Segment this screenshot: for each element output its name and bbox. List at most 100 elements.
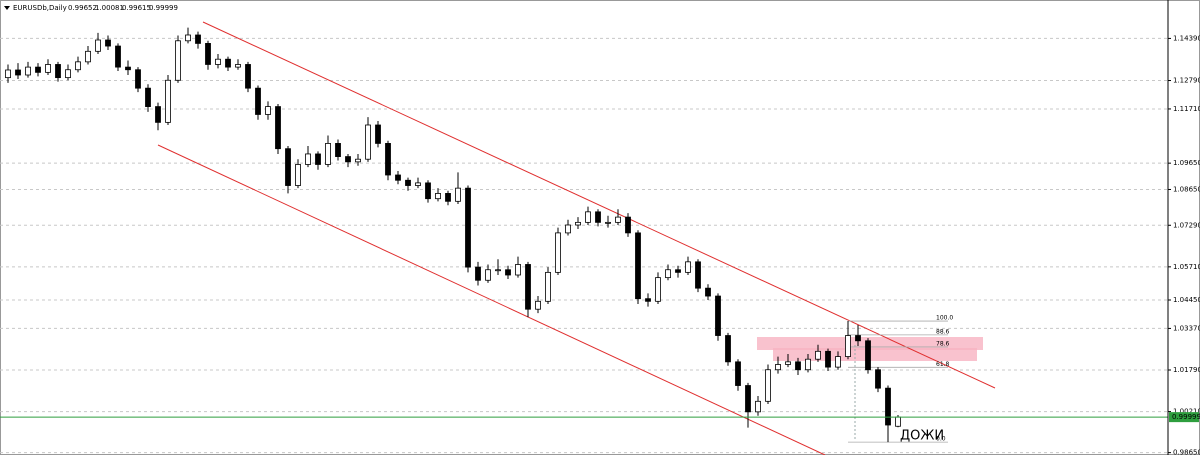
- menu-arrow[interactable]: [4, 6, 10, 10]
- grid: [0, 37, 1168, 454]
- channel-line: [202, 21, 996, 389]
- candle-body: [245, 64, 251, 89]
- candle-body: [465, 187, 471, 268]
- candle-body: [635, 232, 641, 300]
- candle-body: [505, 269, 511, 276]
- candle-body: [745, 385, 751, 413]
- candle-body: [865, 340, 871, 371]
- candle-body: [125, 66, 131, 71]
- candle-body: [25, 66, 31, 76]
- candle-body: [515, 264, 521, 276]
- candle-body: [875, 369, 881, 389]
- candle-body: [535, 300, 541, 310]
- candle-body: [615, 216, 621, 223]
- candle-body: [205, 43, 211, 65]
- y-tick-label: 1.14390: [1173, 34, 1200, 42]
- open: 0.99652: [68, 4, 97, 12]
- fib-label: 100.0: [936, 315, 953, 322]
- candle-body: [555, 232, 561, 273]
- close: 0.99999: [149, 4, 178, 12]
- candle-body: [185, 34, 191, 42]
- candle-body: [785, 361, 791, 365]
- candle-body: [725, 335, 731, 363]
- candle-body: [345, 156, 351, 163]
- candle-body: [15, 69, 21, 76]
- candle-body: [755, 400, 761, 413]
- candle-body: [165, 79, 171, 123]
- y-tick-label: 1.07290: [1173, 221, 1200, 229]
- candle-body: [705, 287, 711, 297]
- candle-body: [545, 271, 551, 302]
- candle-body: [375, 124, 381, 144]
- candle-body: [295, 164, 301, 186]
- candle-body: [325, 143, 331, 165]
- y-tick-label: 1.09650: [1173, 159, 1200, 167]
- price-scale: 1.14390 1.12790 1.11710 1.09650 1.08650 1.072…: [1168, 34, 1200, 455]
- y-tick-label: 1.11710: [1173, 105, 1200, 113]
- candle-body: [595, 211, 601, 223]
- candle-body: [135, 69, 141, 89]
- candle-body: [415, 182, 421, 186]
- low: 0.99615: [122, 4, 151, 12]
- candle-body: [235, 64, 241, 68]
- candle-body: [5, 69, 11, 79]
- zone: [773, 348, 977, 361]
- candle-body: [835, 356, 841, 368]
- candle-body: [475, 266, 481, 281]
- candle-body: [655, 277, 661, 302]
- candle-body: [395, 174, 401, 181]
- candle-body: [895, 416, 901, 427]
- high: 1.00081: [95, 4, 124, 12]
- candle-body: [795, 361, 801, 371]
- candle-body: [265, 106, 271, 115]
- candle-body: [455, 187, 461, 202]
- candle-body: [385, 143, 391, 176]
- candle-body: [825, 350, 831, 368]
- fib-label: 0.0: [936, 436, 946, 443]
- candle-body: [105, 39, 111, 47]
- candle-body: [35, 66, 41, 73]
- candle-body: [45, 64, 51, 73]
- candle-body: [445, 193, 451, 202]
- candle-body: [585, 211, 591, 223]
- candle-body: [575, 221, 581, 226]
- candle-body: [355, 158, 361, 163]
- candle-body: [65, 69, 71, 79]
- candle-body: [225, 58, 231, 68]
- candle-body: [55, 64, 61, 79]
- candle-body: [305, 153, 311, 165]
- candle-body: [765, 369, 771, 402]
- candle-body: [405, 179, 411, 186]
- candle-body: [315, 153, 321, 165]
- candle-body: [215, 58, 221, 65]
- candle-body: [645, 298, 651, 302]
- candle-body: [155, 106, 161, 123]
- candle-body: [285, 148, 291, 186]
- candle-body: [495, 269, 501, 272]
- y-tick-label: 1.04450: [1173, 296, 1200, 304]
- candle-body: [525, 264, 531, 310]
- annotation: ДОЖИ: [900, 429, 944, 444]
- candle-body: [145, 87, 151, 107]
- candle-body: [855, 335, 861, 342]
- y-tick-label: 1.05710: [1173, 263, 1200, 271]
- candles: [0, 27, 1168, 443]
- y-tick-label: 0.98650: [1173, 449, 1200, 455]
- candle-body: [75, 61, 81, 71]
- fib-label: 61.8: [936, 361, 950, 368]
- candle-body: [85, 50, 91, 63]
- y-tick-label: 1.01790: [1173, 366, 1200, 374]
- candle-body: [115, 45, 121, 68]
- y-tick-label: 1.03370: [1173, 324, 1200, 332]
- candle-body: [815, 350, 821, 360]
- candle-body: [775, 364, 781, 371]
- candle-body: [335, 143, 341, 157]
- channel-line: [157, 144, 826, 455]
- candle-body: [605, 221, 611, 224]
- candle-body: [685, 261, 691, 273]
- candle-body: [735, 361, 741, 386]
- symbol: EURUSDb,Daily: [13, 4, 67, 12]
- price-tag-label: 0.99999: [1172, 413, 1200, 421]
